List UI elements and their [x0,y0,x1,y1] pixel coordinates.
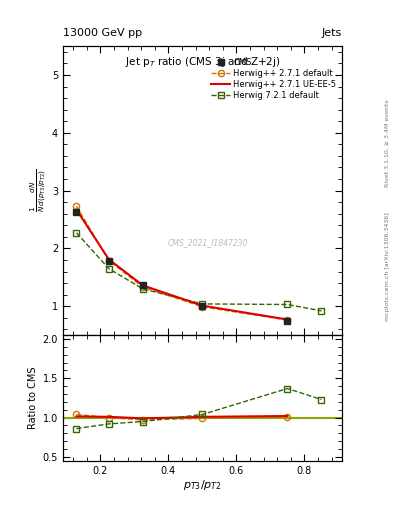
Herwig++ 2.7.1 default [285,317,290,323]
Y-axis label: Ratio to CMS: Ratio to CMS [28,367,39,429]
Line: Herwig 7.2.1 default: Herwig 7.2.1 default [73,230,325,314]
Y-axis label: $\frac{1}{N}\frac{dN}{d(p_{T3}/p_{T2})}$: $\frac{1}{N}\frac{dN}{d(p_{T3}/p_{T2})}$ [29,169,49,212]
Text: mcplots.cern.ch [arXiv:1306.3436]: mcplots.cern.ch [arXiv:1306.3436] [385,212,389,321]
Legend: CMS, Herwig++ 2.7.1 default, Herwig++ 2.7.1 UE-EE-5, Herwig 7.2.1 default: CMS, Herwig++ 2.7.1 default, Herwig++ 2.… [210,56,338,101]
Herwig++ 2.7.1 default [200,304,205,310]
Herwig 7.2.1 default [319,308,324,314]
Herwig++ 2.7.1 UE-EE-5 [140,282,145,288]
Text: Jets: Jets [321,28,342,38]
Text: Rivet 3.1.10, ≥ 3.4M events: Rivet 3.1.10, ≥ 3.4M events [385,99,389,187]
Text: Jet p$_{T}$ ratio (CMS 3j and Z+2j): Jet p$_{T}$ ratio (CMS 3j and Z+2j) [125,55,280,69]
Herwig++ 2.7.1 UE-EE-5 [74,207,79,213]
Herwig++ 2.7.1 default [74,203,79,209]
Herwig 7.2.1 default [140,286,145,292]
Text: CMS_2021_I1847230: CMS_2021_I1847230 [168,238,248,247]
Herwig++ 2.7.1 default [107,258,111,264]
X-axis label: $p_{T3}/p_{T2}$: $p_{T3}/p_{T2}$ [183,478,222,493]
Line: Herwig++ 2.7.1 default: Herwig++ 2.7.1 default [73,203,290,323]
Herwig 7.2.1 default [74,230,79,236]
Herwig++ 2.7.1 UE-EE-5 [285,316,290,323]
Herwig 7.2.1 default [285,302,290,308]
Herwig++ 2.7.1 UE-EE-5 [107,257,111,263]
Herwig 7.2.1 default [200,301,205,307]
Text: 13000 GeV pp: 13000 GeV pp [63,28,142,38]
Herwig++ 2.7.1 default [140,284,145,290]
Herwig 7.2.1 default [107,266,111,272]
Line: Herwig++ 2.7.1 UE-EE-5: Herwig++ 2.7.1 UE-EE-5 [77,210,287,319]
Herwig++ 2.7.1 UE-EE-5 [200,303,205,309]
